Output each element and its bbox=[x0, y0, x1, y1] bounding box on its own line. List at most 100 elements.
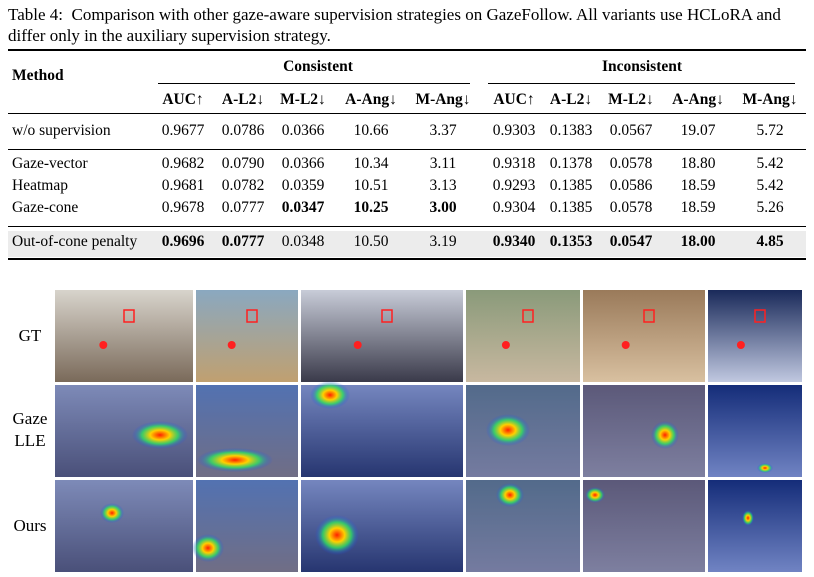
table-cell: 0.9304 bbox=[492, 199, 536, 216]
table-cell: 0.9303 bbox=[492, 122, 536, 139]
heatmap-blob bbox=[496, 483, 524, 507]
gaze-point bbox=[501, 341, 510, 349]
caption-text: Comparison with other gaze-aware supervi… bbox=[8, 5, 781, 45]
table-cell: 0.9340 bbox=[492, 233, 536, 250]
row-label: Gaze LLE bbox=[12, 409, 48, 450]
photo bbox=[466, 290, 580, 382]
table-cell: 0.9293 bbox=[492, 177, 536, 194]
table-cell: 0.0586 bbox=[609, 177, 653, 194]
column-header: M-L2↓ bbox=[280, 91, 326, 108]
table-cell: 0.0366 bbox=[281, 155, 325, 172]
head-box bbox=[123, 309, 135, 323]
table-cell: 5.26 bbox=[756, 199, 784, 216]
head-box bbox=[754, 309, 766, 323]
column-header: M-L2↓ bbox=[608, 91, 654, 108]
head-box bbox=[643, 309, 655, 323]
heatmap-blob bbox=[100, 503, 124, 523]
table-cell: 0.9682 bbox=[161, 155, 205, 172]
photo bbox=[55, 480, 193, 572]
heatmap-blob bbox=[651, 421, 679, 449]
head-box bbox=[381, 309, 393, 323]
method-header: Method bbox=[12, 67, 64, 84]
table-cell: 0.0790 bbox=[221, 155, 265, 172]
table-cell: 0.0777 bbox=[221, 233, 265, 250]
table-cell: 18.59 bbox=[680, 199, 716, 216]
heatmap-blob bbox=[310, 381, 350, 409]
gaze-point bbox=[736, 341, 745, 349]
table-cell: 18.59 bbox=[680, 177, 716, 194]
photo bbox=[583, 385, 705, 477]
gaze-point bbox=[227, 341, 236, 349]
column-header: AUC↑ bbox=[493, 91, 535, 108]
table-cell: 0.0348 bbox=[281, 233, 325, 250]
photo bbox=[55, 290, 193, 382]
highlight-row bbox=[8, 231, 806, 257]
head-box bbox=[522, 309, 534, 323]
table-cell: 10.25 bbox=[353, 199, 389, 216]
table-cell: 0.9696 bbox=[161, 233, 205, 250]
heatmap-blob bbox=[315, 515, 359, 555]
heatmap-blob bbox=[486, 414, 530, 446]
heatmap-blob bbox=[197, 448, 273, 472]
gaze-point bbox=[99, 341, 108, 349]
group-header: Consistent bbox=[283, 58, 353, 75]
method-name: Out-of-cone penalty bbox=[12, 233, 138, 250]
row-label: Ours bbox=[13, 516, 47, 535]
heatmap-blob bbox=[742, 510, 754, 526]
table-cell: 0.1385 bbox=[549, 177, 593, 194]
gaze-point bbox=[353, 341, 362, 349]
mid-rule bbox=[8, 149, 806, 150]
table-cell: 3.19 bbox=[429, 233, 457, 250]
mid-rule bbox=[8, 113, 806, 114]
table-cell: 0.0777 bbox=[221, 199, 265, 216]
column-header: A-Ang↓ bbox=[672, 91, 724, 108]
table-cell: 3.11 bbox=[429, 155, 457, 172]
table-cell: 0.0782 bbox=[221, 177, 265, 194]
table-cell: 0.0567 bbox=[609, 122, 653, 139]
table-cell: 10.50 bbox=[353, 233, 389, 250]
photo bbox=[708, 385, 802, 477]
row-label: GT bbox=[18, 326, 42, 345]
table-cell: 3.13 bbox=[429, 177, 457, 194]
table-cell: 0.0366 bbox=[281, 122, 325, 139]
table-cell: 10.34 bbox=[353, 155, 389, 172]
table-cell: 0.1353 bbox=[549, 233, 593, 250]
table-cell: 0.1378 bbox=[549, 155, 593, 172]
column-header: AUC↑ bbox=[162, 91, 204, 108]
photo bbox=[583, 290, 705, 382]
head-box bbox=[246, 309, 258, 323]
method-name: Gaze-cone bbox=[12, 199, 79, 216]
table-cell: 0.1385 bbox=[549, 199, 593, 216]
table-cell: 0.0578 bbox=[609, 199, 653, 216]
photo bbox=[301, 290, 463, 382]
caption-label: Table 4: bbox=[8, 5, 63, 24]
table-cell: 3.37 bbox=[429, 122, 457, 139]
table-caption: Table 4: Comparison with other gaze-awar… bbox=[8, 4, 808, 46]
column-header: M-Ang↓ bbox=[742, 91, 798, 108]
method-name: Heatmap bbox=[12, 177, 68, 194]
table-cell: 0.0547 bbox=[609, 233, 653, 250]
group-rule bbox=[488, 83, 795, 84]
group-rule bbox=[158, 83, 470, 84]
table-cell: 0.1383 bbox=[549, 122, 593, 139]
table-cell: 18.80 bbox=[680, 155, 716, 172]
heatmap-blob bbox=[585, 487, 605, 503]
table-cell: 0.0786 bbox=[221, 122, 265, 139]
table-cell: 3.00 bbox=[429, 199, 457, 216]
heatmap-tint bbox=[55, 480, 193, 572]
heatmap-blob bbox=[132, 421, 188, 449]
top-rule bbox=[8, 49, 806, 51]
mid-rule bbox=[8, 226, 806, 227]
table-cell: 19.07 bbox=[680, 122, 716, 139]
table-cell: 0.9318 bbox=[492, 155, 536, 172]
table-cell: 5.42 bbox=[756, 155, 784, 172]
table-cell: 4.85 bbox=[756, 233, 784, 250]
column-header: A-L2↓ bbox=[221, 91, 265, 108]
table-cell: 0.0578 bbox=[609, 155, 653, 172]
column-header: A-Ang↓ bbox=[345, 91, 397, 108]
column-header: M-Ang↓ bbox=[415, 91, 471, 108]
heatmap-tint bbox=[583, 385, 705, 477]
table-cell: 5.42 bbox=[756, 177, 784, 194]
